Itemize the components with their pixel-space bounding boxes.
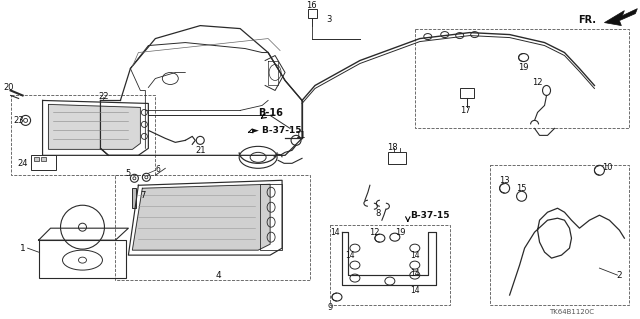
Text: 17: 17 xyxy=(460,106,471,115)
Text: 24: 24 xyxy=(17,159,28,168)
Text: 9: 9 xyxy=(327,302,333,312)
Text: FR.: FR. xyxy=(579,15,596,25)
Bar xyxy=(490,165,629,305)
Bar xyxy=(115,175,310,280)
Text: 12: 12 xyxy=(369,228,379,237)
Text: 13: 13 xyxy=(499,176,510,185)
Text: 14: 14 xyxy=(345,251,355,260)
Text: 8: 8 xyxy=(375,209,381,218)
Text: 7: 7 xyxy=(141,191,146,200)
Text: 10: 10 xyxy=(602,163,612,172)
Text: 18: 18 xyxy=(388,143,398,152)
Text: 21: 21 xyxy=(195,146,205,155)
Text: 3: 3 xyxy=(326,15,332,24)
Text: 11: 11 xyxy=(295,131,305,140)
Text: ► B-37-15: ► B-37-15 xyxy=(252,126,301,135)
Text: 15: 15 xyxy=(516,184,527,193)
Polygon shape xyxy=(604,9,637,26)
Text: 14: 14 xyxy=(410,269,420,278)
Bar xyxy=(330,225,450,305)
Text: 5: 5 xyxy=(126,169,131,178)
Bar xyxy=(388,152,406,164)
Text: 14: 14 xyxy=(410,286,420,294)
Polygon shape xyxy=(49,104,140,149)
Text: B-37-15: B-37-15 xyxy=(410,211,449,220)
Text: B-16: B-16 xyxy=(258,108,282,118)
Bar xyxy=(38,240,126,278)
Text: 2: 2 xyxy=(616,271,622,279)
Bar xyxy=(132,188,136,208)
Bar xyxy=(11,95,156,175)
Text: 19: 19 xyxy=(518,63,529,72)
Text: 22: 22 xyxy=(98,92,109,101)
Bar xyxy=(308,9,317,18)
Bar xyxy=(33,157,38,161)
Text: 4: 4 xyxy=(216,271,221,279)
Text: 20: 20 xyxy=(3,83,14,92)
Text: 1: 1 xyxy=(20,244,26,253)
Bar xyxy=(31,155,56,170)
Bar xyxy=(260,184,282,250)
Bar xyxy=(40,157,45,161)
Text: 12: 12 xyxy=(532,78,543,87)
Text: 14: 14 xyxy=(410,251,420,260)
Text: 16: 16 xyxy=(306,1,316,10)
Bar xyxy=(415,29,629,128)
Text: 14: 14 xyxy=(330,228,340,237)
Text: 23: 23 xyxy=(13,116,24,125)
Text: TK64B1120C: TK64B1120C xyxy=(549,309,594,315)
Bar xyxy=(460,88,474,99)
Text: 19: 19 xyxy=(396,228,406,237)
Text: 6: 6 xyxy=(156,165,161,174)
Polygon shape xyxy=(132,184,270,250)
